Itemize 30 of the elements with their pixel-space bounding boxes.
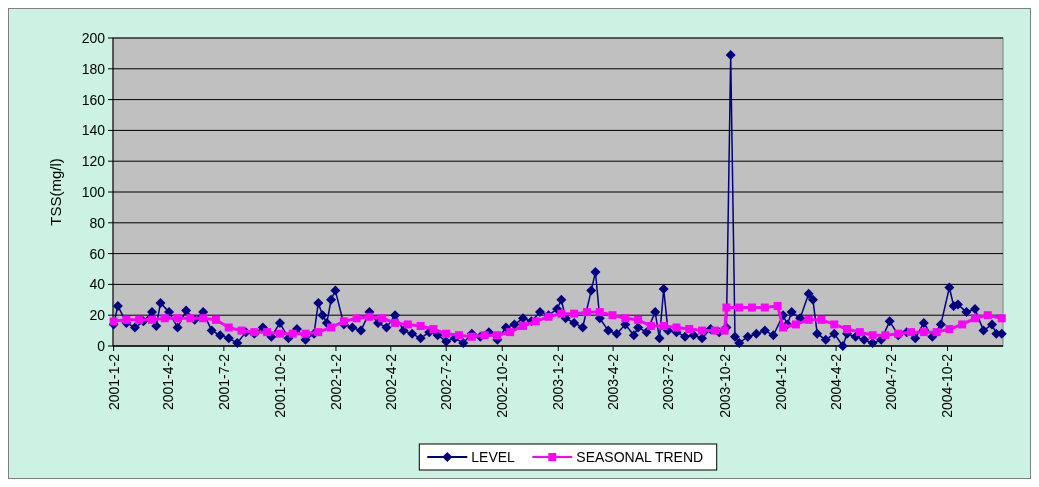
y-tick-label: 80 [89,214,106,231]
y-tick-label: 200 [81,29,106,46]
legend-label: SEASONAL TREND [576,448,704,465]
x-tick-label: 2002-1-2 [327,353,344,411]
x-tick-label: 2001-1-2 [105,353,122,411]
x-tick-label: 2004-4-2 [827,353,844,411]
y-tick-label: 180 [81,60,106,77]
y-tick-label: 120 [81,153,106,170]
x-tick-label: 2001-7-2 [215,353,232,411]
x-tick-label: 2003-10-2 [716,353,733,418]
y-tick-label: 60 [89,245,106,262]
legend-label: LEVEL [471,448,516,465]
y-tick-label: 0 [97,337,106,354]
x-tick-label: 2002-7-2 [438,353,455,411]
x-tick-label: 2003-4-2 [605,353,622,411]
x-tick-label: 2004-7-2 [883,353,900,411]
y-tick-label: 100 [81,183,106,200]
x-tick-label: 2002-10-2 [494,353,511,418]
y-axis-title: TSS(mg/l) [47,158,64,226]
x-tick-label: 2004-10-2 [939,353,956,418]
x-tick-label: 2001-4-2 [160,353,177,411]
x-tick-label: 2001-10-2 [271,353,288,418]
x-tick-label: 2003-7-2 [660,353,677,411]
y-tick-label: 160 [81,91,106,108]
y-tick-label: 40 [89,276,106,293]
x-tick-label: 2002-4-2 [382,353,399,411]
x-tick-label: 2004-1-2 [772,353,789,411]
y-tick-label: 140 [81,122,106,139]
y-tick-label: 20 [89,307,106,324]
x-tick-label: 2003-1-2 [550,353,567,411]
